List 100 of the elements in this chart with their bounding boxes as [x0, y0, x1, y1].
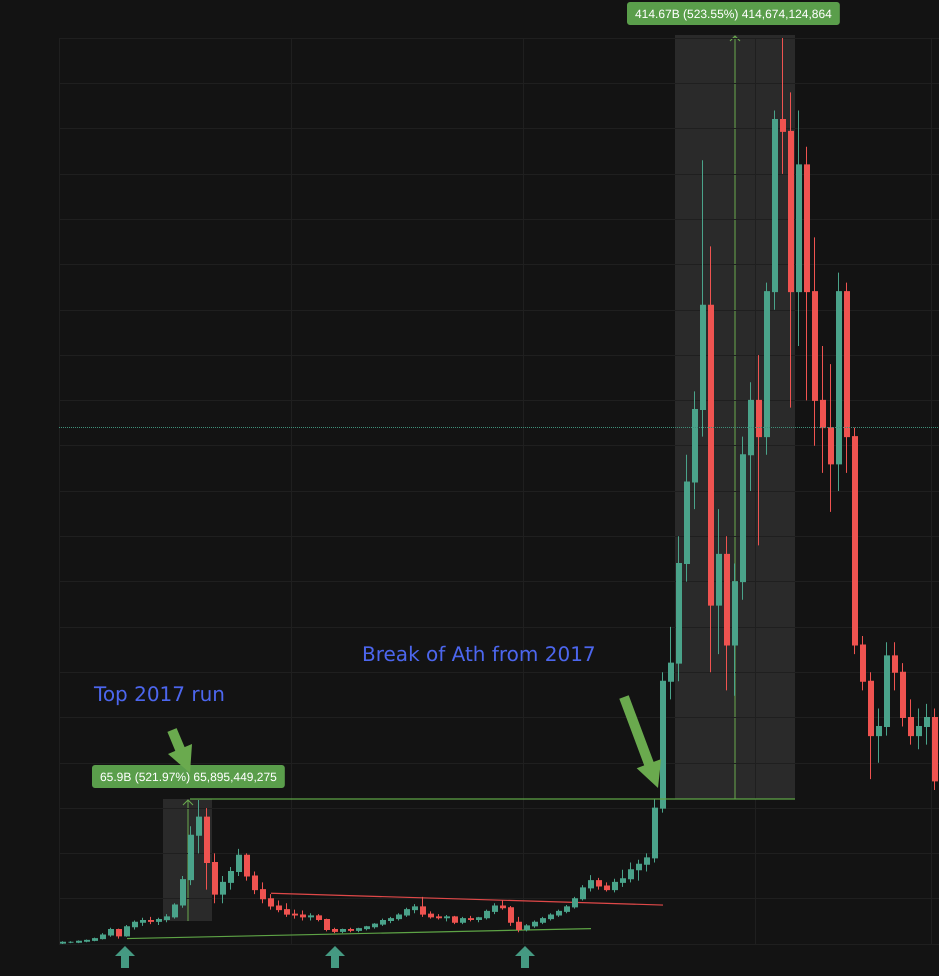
candlestick: [812, 236, 818, 446]
candlestick: [620, 869, 626, 888]
candlestick: [436, 914, 442, 920]
candlestick: [596, 877, 602, 890]
candlestick: [676, 536, 682, 682]
candlestick: [452, 915, 458, 925]
candlestick: [212, 852, 218, 904]
candlestick: [428, 910, 434, 920]
candlestick: [332, 927, 338, 934]
candlestick: [140, 917, 146, 926]
candlestick: [876, 708, 882, 764]
candlestick: [540, 916, 546, 925]
annotation: Break of Ath from 2017: [362, 642, 596, 666]
candlestick: [268, 894, 274, 910]
candlestick: [380, 918, 386, 926]
candlestick: [420, 896, 426, 918]
annotation: 65.9B (521.97%) 65,895,449,275: [100, 770, 278, 784]
candlestick: [316, 914, 322, 922]
candlestick: [196, 799, 202, 854]
candlestick: [716, 508, 722, 655]
candlestick: [844, 282, 850, 474]
candlestick: [244, 852, 250, 882]
candlestick: [828, 364, 834, 512]
candlestick: [132, 920, 138, 930]
candlestick: [660, 672, 666, 814]
candlestick: [628, 862, 634, 883]
candlestick: [588, 874, 594, 892]
candlestick: [924, 703, 930, 746]
candlestick: [860, 635, 866, 691]
candlestick: [836, 272, 842, 492]
candlestick: [652, 798, 658, 863]
text: 414.67B (523.55%) 414,674,124,864: [635, 7, 832, 21]
candlestick: [92, 937, 98, 942]
candlestick: [612, 878, 618, 893]
candlestick: [180, 876, 186, 908]
candlestick: [156, 917, 162, 926]
candlestick: [580, 884, 586, 902]
candlestick: [892, 642, 898, 691]
candlestick: [756, 354, 762, 546]
candlestick: [684, 454, 690, 582]
candlestick: [740, 436, 746, 600]
candlestick: [724, 536, 730, 691]
candlestick: [788, 92, 794, 408]
candlestick: [468, 915, 474, 922]
candlestick: [748, 382, 754, 492]
candlestick: [292, 909, 298, 920]
annotation: Top 2017 run: [93, 682, 225, 706]
candlestick: [164, 914, 170, 923]
candlestick: [508, 905, 514, 926]
candlestick: [308, 912, 314, 921]
candlestick: [412, 904, 418, 914]
candlestick: [764, 282, 770, 456]
candlestick: [772, 110, 778, 310]
candlestick: [108, 927, 114, 938]
candlestick: [820, 346, 826, 474]
candlestick: [404, 907, 410, 918]
candlestick: [356, 927, 362, 933]
candlestick: [932, 708, 938, 790]
candlestick: [532, 920, 538, 928]
candlestick: [364, 925, 370, 931]
candlestick: [492, 902, 498, 915]
candlestick: [564, 904, 570, 914]
candlestick: [204, 808, 210, 890]
candlestick: [172, 902, 178, 920]
candlestick: [604, 882, 610, 892]
candlestick: [116, 928, 122, 940]
candlestick: [780, 38, 786, 174]
candlestick: [284, 902, 290, 918]
candlestick: [276, 900, 282, 913]
candlestick: [348, 927, 354, 933]
candlestick: [732, 562, 738, 696]
candlestick: [868, 672, 874, 780]
candlestick: [884, 642, 890, 736]
candlestick: [324, 918, 330, 932]
candlestick: [700, 160, 706, 438]
candlestick: [644, 852, 650, 872]
candlestick: [556, 909, 562, 918]
candlestick: [636, 859, 642, 882]
candlestick: [524, 924, 530, 932]
candlestick: [548, 912, 554, 921]
candlestick: [388, 916, 394, 924]
candlestick: [668, 626, 674, 700]
candlestick: [916, 708, 922, 750]
candlestick: [460, 916, 466, 925]
candlestick: [340, 928, 346, 934]
candlestick: [84, 938, 90, 943]
candlestick: [708, 246, 714, 673]
candlestick: [124, 924, 130, 938]
candlestick: [852, 427, 858, 655]
candlestick: [228, 866, 234, 890]
candlestick: [252, 871, 258, 895]
candlestick: [796, 110, 802, 347]
candlestick: [236, 848, 242, 877]
candlestick: [100, 932, 106, 940]
candlestick: [900, 662, 906, 728]
candlestick: [260, 882, 266, 904]
candlestick: [516, 916, 522, 933]
candlestick: [372, 922, 378, 930]
candlestick: [692, 390, 698, 510]
candlestick: [68, 940, 74, 944]
